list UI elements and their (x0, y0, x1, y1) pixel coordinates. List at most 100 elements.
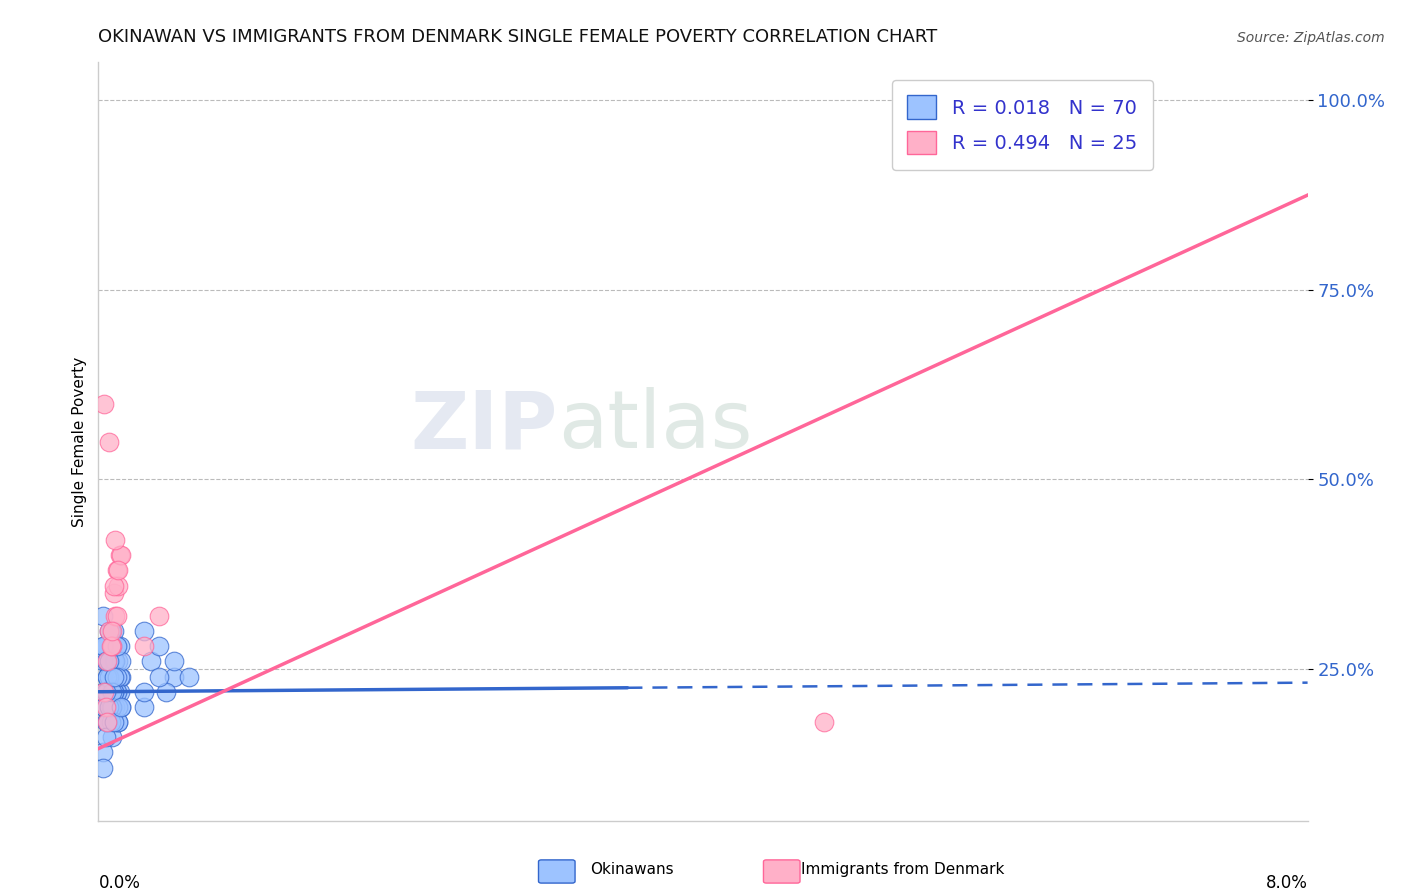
Point (104, 699, 127, 714)
Point (98, 624, 121, 639)
Point (103, 715, 125, 730)
Point (110, 655, 132, 669)
Point (91, 760, 114, 774)
Point (132, 624, 155, 639)
Point (98, 434, 121, 449)
Point (105, 564, 128, 578)
Point (132, 699, 155, 714)
Point (148, 608, 170, 623)
Point (104, 608, 127, 623)
Point (93, 639, 115, 653)
Text: 8.0%: 8.0% (1265, 874, 1308, 892)
Point (179, 669, 201, 684)
Point (103, 685, 125, 699)
Point (100, 685, 122, 699)
Point (918, 131, 941, 145)
Point (93, 699, 115, 714)
Point (107, 699, 129, 714)
Point (91, 639, 114, 653)
Point (103, 655, 125, 669)
Point (155, 685, 177, 699)
Point (96, 715, 118, 730)
Text: Source: ZipAtlas.com: Source: ZipAtlas.com (1237, 31, 1385, 45)
Point (105, 639, 128, 653)
Point (93, 396, 115, 410)
Point (110, 669, 132, 684)
Point (141, 655, 163, 669)
Point (100, 699, 122, 714)
Text: atlas: atlas (558, 387, 752, 466)
Point (94, 685, 117, 699)
Point (105, 608, 128, 623)
Point (110, 699, 132, 714)
Point (163, 655, 186, 669)
Point (108, 669, 131, 684)
Point (163, 669, 186, 684)
Point (101, 685, 124, 699)
Point (103, 669, 125, 684)
Text: ZIP: ZIP (411, 387, 558, 466)
Point (103, 586, 125, 600)
Point (98, 699, 121, 714)
Point (103, 579, 125, 593)
Point (93, 699, 115, 714)
Text: OKINAWAN VS IMMIGRANTS FROM DENMARK SINGLE FEMALE POVERTY CORRELATION CHART: OKINAWAN VS IMMIGRANTS FROM DENMARK SING… (98, 28, 938, 45)
Point (91, 655, 114, 669)
Point (104, 533, 127, 547)
Point (107, 715, 129, 730)
Point (107, 579, 129, 593)
Point (101, 730, 124, 744)
Point (96, 715, 118, 730)
Point (100, 639, 122, 653)
Point (105, 639, 128, 653)
Point (94, 655, 117, 669)
Point (103, 669, 125, 684)
Point (101, 685, 124, 699)
Point (813, 715, 835, 730)
Point (104, 655, 127, 669)
Point (96, 669, 118, 684)
Point (96, 669, 118, 684)
Point (101, 699, 124, 714)
Point (132, 685, 155, 699)
Point (98, 624, 121, 639)
Point (148, 669, 170, 684)
Point (91, 608, 114, 623)
Y-axis label: Single Female Poverty: Single Female Poverty (72, 357, 87, 526)
Point (96, 655, 118, 669)
Point (132, 639, 155, 653)
Point (108, 639, 131, 653)
Point (107, 715, 129, 730)
Point (148, 639, 170, 653)
Point (98, 669, 121, 684)
Point (107, 655, 129, 669)
Point (1070, 94, 1092, 108)
Point (105, 685, 128, 699)
Point (110, 548, 132, 563)
Point (101, 624, 124, 639)
Point (98, 655, 121, 669)
Legend: R = 0.018   N = 70, R = 0.494   N = 25: R = 0.018 N = 70, R = 0.494 N = 25 (891, 79, 1153, 170)
Point (108, 685, 131, 699)
Point (94, 730, 117, 744)
Point (94, 639, 117, 653)
Text: 0.0%: 0.0% (98, 874, 141, 892)
Point (101, 639, 124, 653)
Point (93, 685, 115, 699)
Point (107, 564, 129, 578)
Point (100, 624, 122, 639)
Text: Immigrants from Denmark: Immigrants from Denmark (801, 863, 1005, 877)
Point (94, 699, 117, 714)
Point (98, 662, 121, 676)
Point (110, 699, 132, 714)
Point (105, 669, 128, 684)
Point (108, 548, 131, 563)
Point (101, 639, 124, 653)
Point (98, 715, 121, 730)
Point (91, 685, 114, 699)
Text: Okinawans: Okinawans (591, 863, 673, 877)
Point (94, 715, 117, 730)
Point (103, 685, 125, 699)
Point (91, 746, 114, 760)
Point (103, 624, 125, 639)
